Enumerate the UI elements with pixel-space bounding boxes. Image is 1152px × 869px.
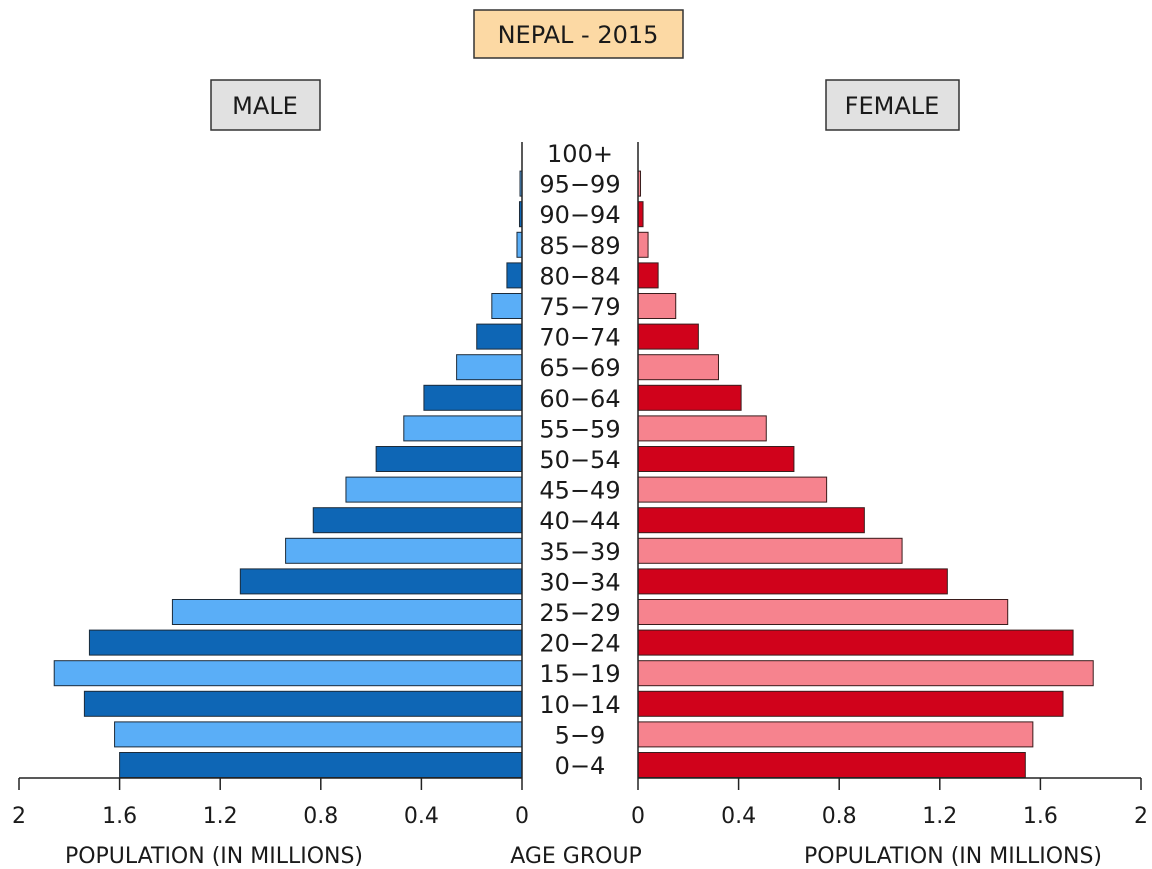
female-bar-20-24: [637, 629, 1074, 656]
female-tick-label-0: 0: [631, 804, 645, 829]
age-label-50-54: 50−54: [539, 446, 620, 474]
male-tick-label-1.6: 1.6: [102, 804, 137, 829]
male-x-axis-label: POPULATION (IN MILLIONS): [65, 844, 363, 869]
age-label-100+: 100+: [547, 140, 613, 168]
age-label-85-89: 85−89: [539, 232, 620, 260]
male-bar-40-44: [312, 507, 523, 534]
x-axis-ticks: 2 1.6 1.2 0.8 0.4 0 0 0.4 0.8 1.2 1.6 2: [12, 778, 1148, 829]
age-label-65-69: 65−69: [539, 354, 620, 382]
male-tick-label-0: 0: [515, 804, 529, 829]
female-tick-label-0.8: 0.8: [822, 804, 857, 829]
age-label-60-64: 60−64: [539, 385, 620, 413]
female-tick-label-2: 2: [1134, 804, 1148, 829]
male-tick-label-0.8: 0.8: [303, 804, 338, 829]
age-label-55-59: 55−59: [539, 415, 620, 443]
age-label-45-49: 45−49: [539, 477, 620, 505]
age-label-20-24: 20−24: [539, 630, 620, 658]
female-bar-55-59: [637, 415, 767, 442]
female-bar-65-69: [637, 354, 719, 381]
male-bar-10-14: [83, 690, 523, 717]
female-bar-5-9: [637, 721, 1034, 748]
male-bar-0-4: [119, 752, 523, 778]
female-bar-40-44: [637, 507, 865, 534]
chart-title: NEPAL - 2015: [498, 21, 659, 49]
female-tick-label-0.4: 0.4: [721, 804, 756, 829]
age-label-35-39: 35−39: [539, 538, 620, 566]
male-bar-65-69: [456, 354, 523, 381]
male-label: MALE: [232, 92, 298, 120]
age-label-75-79: 75−79: [539, 293, 620, 321]
male-bar-35-39: [285, 537, 523, 564]
age-label-25-29: 25−29: [539, 599, 620, 627]
female-bar-90-94: [637, 201, 644, 228]
female-bar-0-4: [637, 752, 1026, 778]
female-bar-15-19: [637, 660, 1094, 687]
male-bar-45-49: [345, 476, 523, 503]
age-label-90-94: 90−94: [539, 201, 620, 229]
female-bar-85-89: [637, 231, 649, 258]
female-label: FEMALE: [845, 92, 940, 120]
female-bar-45-49: [637, 476, 828, 503]
age-label-30-34: 30−34: [539, 568, 620, 596]
female-bar-35-39: [637, 537, 903, 564]
female-bar-25-29: [637, 599, 1009, 625]
male-bar-75-79: [491, 293, 523, 319]
female-x-axis-label: POPULATION (IN MILLIONS): [804, 844, 1102, 869]
male-bar-70-74: [476, 323, 523, 350]
male-bar-50-54: [375, 446, 523, 472]
female-bars: [637, 170, 1094, 778]
age-group-axis-label: AGE GROUP: [510, 844, 642, 869]
female-bar-75-79: [637, 293, 677, 319]
age-label-95-99: 95−99: [539, 171, 620, 199]
female-label-box: [825, 79, 960, 131]
male-bar-60-64: [423, 384, 523, 411]
male-bars: [53, 170, 523, 778]
title-box: [473, 9, 684, 59]
female-bar-80-84: [637, 262, 659, 289]
male-bar-15-19: [53, 660, 523, 687]
male-bar-80-84: [506, 262, 523, 289]
age-label-5-9: 5−9: [555, 721, 606, 749]
male-bar-25-29: [171, 599, 523, 625]
female-tick-label-1.6: 1.6: [1023, 804, 1058, 829]
male-label-box: [210, 79, 321, 131]
male-tick-label-1.2: 1.2: [203, 804, 238, 829]
age-label-15-19: 15−19: [539, 660, 620, 688]
female-bar-50-54: [637, 446, 795, 472]
male-bar-30-34: [239, 568, 523, 595]
female-bar-70-74: [637, 323, 699, 350]
female-tick-label-1.2: 1.2: [922, 804, 957, 829]
male-bar-85-89: [516, 231, 523, 258]
age-label-10-14: 10−14: [539, 691, 620, 719]
age-label-40-44: 40−44: [539, 507, 620, 535]
male-bar-55-59: [403, 415, 523, 442]
male-bar-20-24: [88, 629, 523, 656]
age-label-80-84: 80−84: [539, 262, 620, 290]
age-label-70-74: 70−74: [539, 324, 620, 352]
male-bar-5-9: [114, 721, 523, 748]
female-bar-60-64: [637, 384, 742, 411]
age-label-0-4: 0−4: [555, 752, 606, 780]
female-bar-10-14: [637, 690, 1064, 717]
female-bar-30-34: [637, 568, 948, 595]
male-tick-label-2: 2: [12, 804, 26, 829]
male-tick-label-0.4: 0.4: [404, 804, 439, 829]
